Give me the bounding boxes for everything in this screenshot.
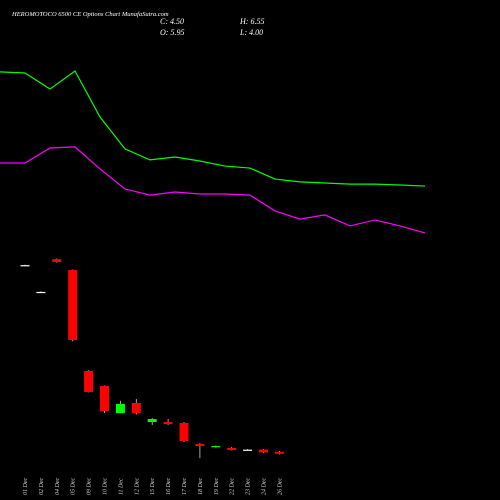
line-series: [0, 70, 426, 187]
x-tick-label: 11 Dec: [118, 478, 124, 495]
x-tick-label: 02 Dec: [39, 478, 45, 495]
high-label: H: 6.55: [239, 17, 264, 26]
low-label: L: 4.00: [239, 28, 263, 37]
candle-body: [179, 423, 189, 441]
candle-body: [163, 422, 173, 425]
candle-body: [68, 269, 78, 340]
candle-body: [100, 386, 109, 412]
candle-body: [195, 443, 205, 447]
candle-body: [52, 259, 62, 262]
x-tick-label: 18 Dec: [198, 478, 204, 495]
x-tick-label: 15 Dec: [150, 478, 156, 495]
chart-title: HEROMOTOCO 6500 CE Options Chart MunafaS…: [11, 11, 169, 18]
x-tick-label: 12 Dec: [134, 478, 140, 495]
candle-body: [243, 449, 253, 451]
candle-body: [131, 403, 141, 414]
candle-body: [227, 447, 237, 451]
x-tick-label: 17 Dec: [182, 478, 188, 495]
x-tick-label: 23 Dec: [246, 478, 252, 495]
x-tick-label: 04 Dec: [54, 478, 61, 495]
candle-body: [211, 446, 221, 448]
open-label: O: 5.95: [160, 28, 184, 37]
candle-body: [147, 419, 157, 423]
candle-body: [20, 265, 30, 267]
x-tick-label: 24 Dec: [261, 478, 268, 495]
line-series: [0, 146, 426, 234]
x-tick-label: 19 Dec: [214, 478, 220, 495]
x-tick-label: 16 Dec: [166, 478, 172, 495]
x-tick-label: 09 Dec: [87, 478, 93, 495]
candle-body: [259, 449, 268, 453]
x-tick-label: 05 Dec: [71, 478, 77, 495]
candle-body: [84, 370, 94, 392]
x-tick-label: 01 Dec: [23, 478, 29, 495]
candle-body: [36, 291, 46, 294]
close-label: C: 4.50: [160, 17, 184, 26]
candle-body: [274, 451, 284, 454]
x-tick-label: 26 Dec: [277, 478, 283, 495]
x-tick-label: 22 Dec: [230, 478, 236, 495]
candle-body: [115, 403, 125, 414]
x-tick-label: 10 Dec: [103, 478, 109, 495]
